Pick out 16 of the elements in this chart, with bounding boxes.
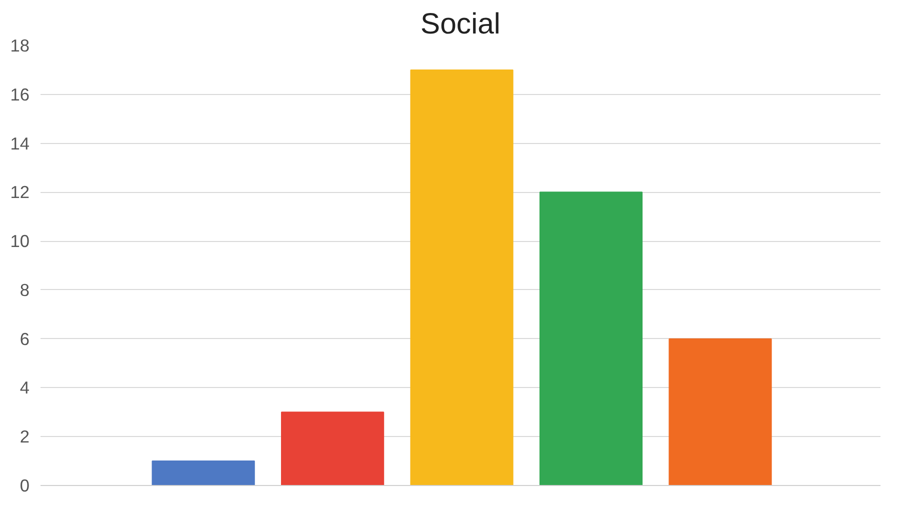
y-tick-label: 10 (10, 231, 30, 252)
y-tick-label: 8 (20, 280, 30, 300)
bar (539, 192, 643, 486)
y-tick-label: 6 (20, 328, 30, 349)
y-tick-label: 14 (10, 133, 30, 154)
y-tick-label: 16 (10, 84, 30, 104)
y-tick-label: 12 (10, 182, 30, 202)
y-tick-label: 0 (20, 476, 30, 496)
bar (152, 460, 255, 486)
y-tick-label: 2 (20, 426, 30, 447)
chart-title: Social (420, 8, 500, 40)
y-tick-label: 4 (20, 378, 30, 398)
y-tick-label: 18 (10, 36, 30, 56)
bar (410, 69, 514, 486)
bar (281, 412, 384, 486)
bar (668, 338, 772, 486)
